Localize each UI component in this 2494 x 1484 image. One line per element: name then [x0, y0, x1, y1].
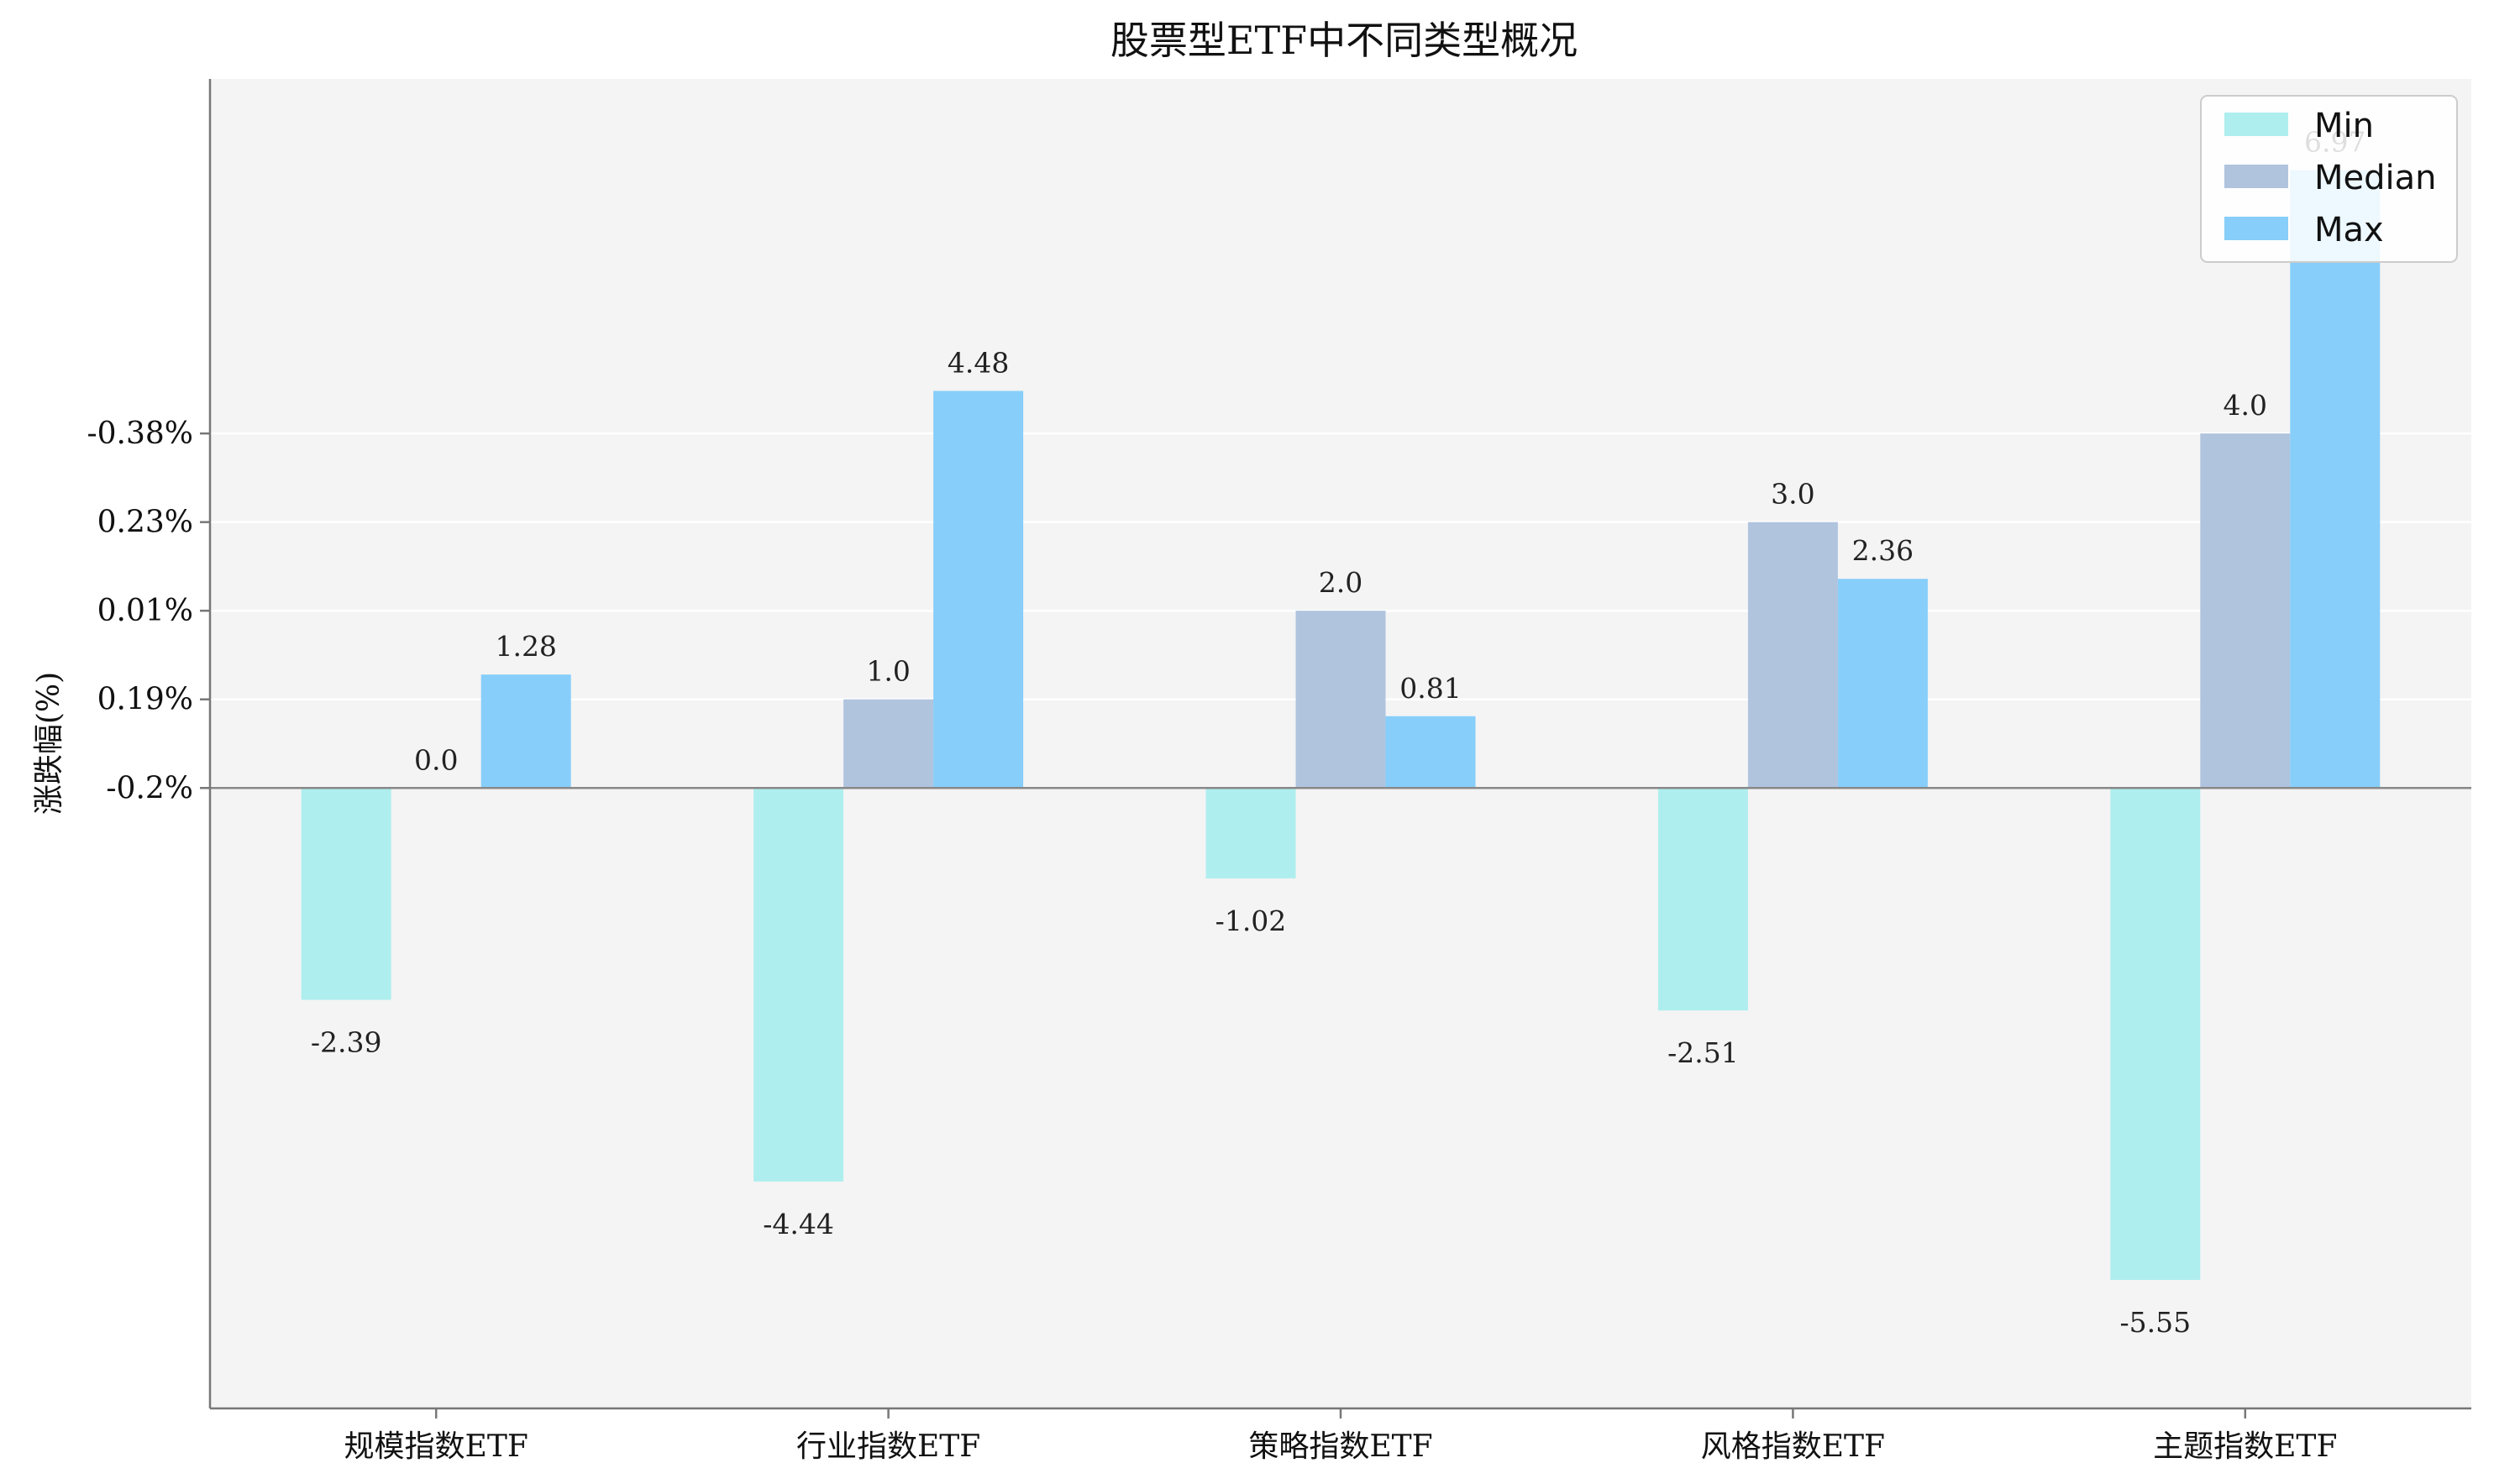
- x-tick-label: 策略指数ETF: [1248, 1429, 1432, 1464]
- legend-swatch-max: [2224, 217, 2288, 240]
- bar-value-label: 0.0: [414, 743, 458, 776]
- x-tick-label: 行业指数ETF: [796, 1429, 980, 1464]
- bar-max: [2290, 170, 2381, 789]
- bar-min: [301, 788, 391, 1000]
- legend-label-min: Min: [2314, 107, 2374, 145]
- bar-max: [480, 674, 571, 789]
- bar-value-label: 1.0: [866, 655, 910, 688]
- bar-median: [2200, 433, 2291, 789]
- y-tick-label: 0.01%: [97, 594, 193, 628]
- bar-value-label: -5.55: [2119, 1306, 2191, 1339]
- bar-min: [753, 788, 844, 1182]
- chart-title: 股票型ETF中不同类型概况: [1110, 18, 1578, 63]
- legend: Min Median Max: [2200, 95, 2458, 263]
- bar-value-label: 2.0: [1319, 566, 1363, 599]
- bar-min: [1657, 788, 1748, 1011]
- bar-value-label: 4.0: [2224, 389, 2267, 422]
- legend-swatch-min: [2224, 113, 2288, 136]
- bar-max: [1385, 716, 1476, 789]
- y-tick-label: 0.19%: [97, 683, 193, 717]
- bar-min: [1205, 788, 1296, 878]
- legend-label-max: Max: [2314, 211, 2384, 249]
- y-tick-label: 0.23%: [97, 506, 193, 540]
- bar-value-label: 2.36: [1852, 534, 1914, 567]
- bar-median: [843, 699, 934, 789]
- bar-value-label: 1.28: [495, 630, 556, 663]
- y-ticks: -0.2% 0.19% 0.01% 0.23% -0.38%: [87, 417, 210, 805]
- bar-value-label: 0.81: [1399, 672, 1461, 705]
- bar-median: [1747, 522, 1838, 789]
- legend-swatch-median: [2224, 165, 2288, 188]
- y-axis-title: 涨跌幅(%): [32, 672, 66, 815]
- x-tick-label: 主题指数ETF: [2153, 1429, 2337, 1464]
- bar-value-label: 4.48: [948, 346, 1009, 379]
- bar-value-label: -1.02: [1215, 905, 1287, 937]
- y-tick-label: -0.2%: [106, 771, 193, 805]
- x-tick-label: 规模指数ETF: [344, 1429, 528, 1464]
- x-tick-label: 风格指数ETF: [1701, 1429, 1885, 1464]
- y-tick-label: -0.38%: [87, 417, 193, 451]
- bar-value-label: -4.44: [763, 1208, 834, 1240]
- bar-value-label: 3.0: [1771, 478, 1814, 511]
- bar-max: [1837, 579, 1928, 789]
- bar-value-label: -2.51: [1667, 1036, 1739, 1069]
- bars: [301, 170, 2381, 1280]
- bar-max: [933, 391, 1024, 789]
- legend-label-median: Median: [2314, 159, 2437, 197]
- bar-median: [1295, 611, 1386, 789]
- bar-value-label: -2.39: [311, 1025, 382, 1058]
- bar-min: [2110, 788, 2201, 1280]
- x-ticks: 规模指数ETF 行业指数ETF 策略指数ETF 风格指数ETF 主题指数ETF: [344, 1408, 2337, 1464]
